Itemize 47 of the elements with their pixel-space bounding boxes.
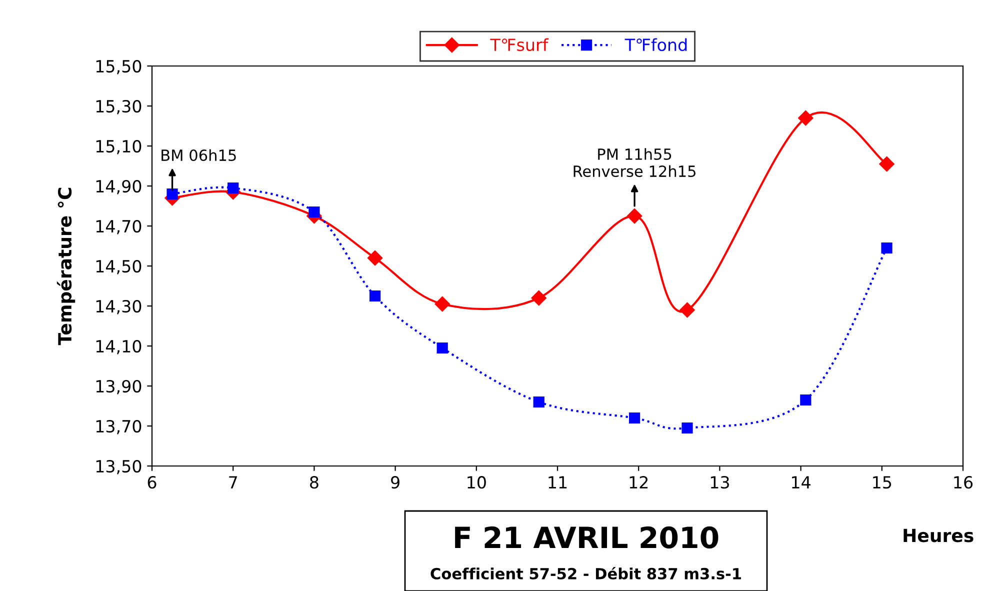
- x-tick-label: 6: [148, 476, 156, 489]
- point: [628, 412, 640, 424]
- point: [879, 156, 894, 172]
- point: [626, 208, 642, 224]
- legend-label: T℉fond: [624, 38, 687, 52]
- y-tick-label: 13,90: [96, 380, 142, 394]
- x-tick-label: 11: [548, 476, 567, 488]
- point: [166, 188, 178, 200]
- point: [798, 110, 814, 126]
- y-tick-label: 15,30: [96, 100, 142, 114]
- y-tick-label: 13,50: [96, 460, 142, 474]
- point: [367, 250, 383, 266]
- point: [369, 290, 381, 302]
- x-tick-label: 10: [468, 476, 486, 489]
- point: [531, 290, 546, 306]
- x-tick-label: 12: [630, 476, 648, 488]
- text: Coefficient 57-52 - Débit 837 m3.s-1: [430, 566, 741, 580]
- x-tick-label: 15: [873, 476, 892, 489]
- x-tick-label: 7: [229, 476, 237, 488]
- point: [800, 394, 812, 406]
- point: [682, 422, 693, 434]
- y-tick-label: 14,90: [96, 180, 142, 194]
- point: [434, 296, 450, 312]
- point: [881, 242, 892, 254]
- point: [308, 206, 320, 218]
- annotation: BM 06h15: [162, 149, 236, 162]
- x-tick-label: 13: [710, 476, 729, 489]
- y-tick-label: 15,50: [96, 60, 142, 74]
- x-tick-label: 8: [310, 476, 318, 489]
- x-tick-label: 14: [792, 476, 810, 488]
- y-tick-label: 15,10: [96, 140, 142, 154]
- x-tick-label: 16: [954, 476, 973, 489]
- point: [228, 182, 239, 194]
- y-axis-title: Température °C: [56, 188, 76, 346]
- text: F 21 AVRIL 2010: [455, 526, 718, 548]
- x-tick-label: 9: [391, 476, 400, 489]
- y-tick-label: 13,70: [96, 420, 142, 434]
- point: [436, 342, 448, 354]
- point: [680, 302, 695, 318]
- legend-label: T℉surf: [490, 38, 549, 52]
- y-tick-label: 14,70: [96, 220, 142, 234]
- x-axis-title: Heures: [904, 528, 974, 542]
- y-tick-label: 14,30: [96, 300, 142, 314]
- y-tick-label: 14,50: [96, 260, 142, 274]
- annotation: PM 11h55 Renverse 12h15: [574, 148, 696, 178]
- y-tick-label: 14,10: [96, 340, 142, 354]
- point: [533, 396, 544, 408]
